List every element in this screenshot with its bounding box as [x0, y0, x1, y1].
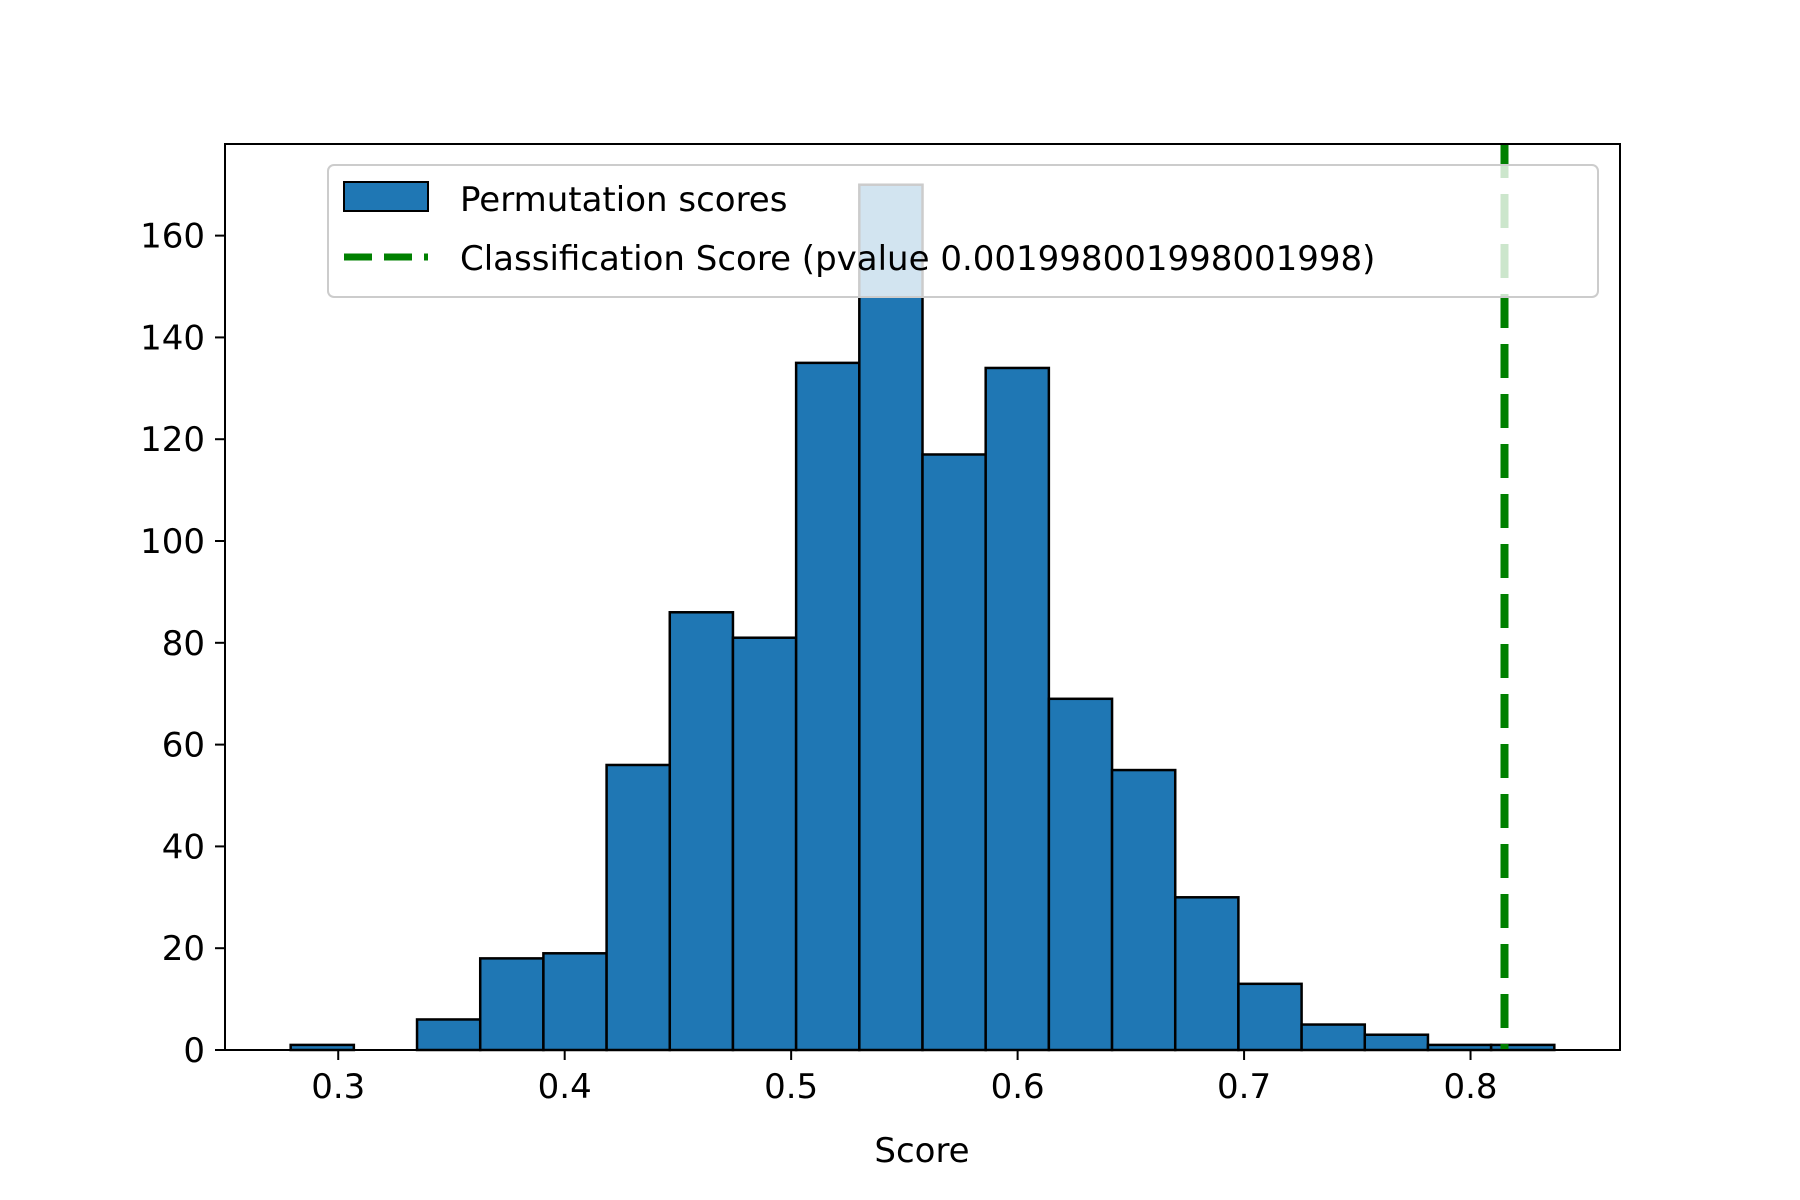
histogram-bar	[1237, 982, 1303, 1052]
x-tick-label: 0.8	[1443, 1067, 1497, 1107]
legend-swatch-permutation-scores	[343, 181, 429, 212]
plot-area-frame	[224, 143, 1621, 1051]
histogram-bar	[1047, 697, 1114, 1052]
legend: Permutation scores Classification Score …	[327, 164, 1599, 298]
histogram-bar	[921, 453, 987, 1052]
histogram-bar	[858, 183, 924, 1052]
histogram-bar	[1173, 896, 1240, 1052]
y-tick-label: 0	[183, 1031, 205, 1071]
x-axis-label: Score	[874, 1131, 969, 1171]
legend-label-classification-score: Classification Score (pvalue 0.001998001…	[460, 239, 1375, 279]
x-tick-label: 0.7	[1217, 1067, 1271, 1107]
histogram-bar	[478, 957, 545, 1052]
y-tick-label: 140	[140, 318, 205, 358]
y-tick-label: 60	[162, 726, 205, 766]
y-tick-label: 160	[140, 217, 205, 257]
x-tick-label: 0.3	[311, 1067, 365, 1107]
histogram-bar	[542, 952, 608, 1052]
y-tick-label: 100	[140, 522, 205, 562]
y-tick-label: 80	[162, 624, 205, 664]
x-axis-ticks: 0.3 0.4 0.5 0.6 0.7 0.8	[311, 1050, 1498, 1107]
x-tick-label: 0.6	[991, 1067, 1045, 1107]
histogram-bar	[415, 1018, 482, 1052]
histogram-bar	[794, 361, 861, 1052]
histogram-bar	[1110, 768, 1177, 1052]
y-tick-label: 120	[140, 420, 205, 460]
legend-label-permutation-scores: Permutation scores	[460, 180, 787, 220]
histogram-bar	[668, 611, 735, 1052]
histogram-bar	[1300, 1023, 1367, 1052]
y-tick-label: 40	[162, 827, 205, 867]
histogram-bar	[605, 763, 672, 1052]
histogram-bar	[1363, 1033, 1430, 1052]
y-tick-label: 20	[162, 929, 205, 969]
x-tick-label: 0.5	[764, 1067, 818, 1107]
histogram-bar	[731, 636, 798, 1052]
y-axis-ticks: 0 20 40 60 80 100 120 140 160	[140, 217, 225, 1071]
x-tick-label: 0.4	[538, 1067, 592, 1107]
histogram-bar	[984, 366, 1051, 1052]
legend-frame	[327, 164, 1599, 298]
